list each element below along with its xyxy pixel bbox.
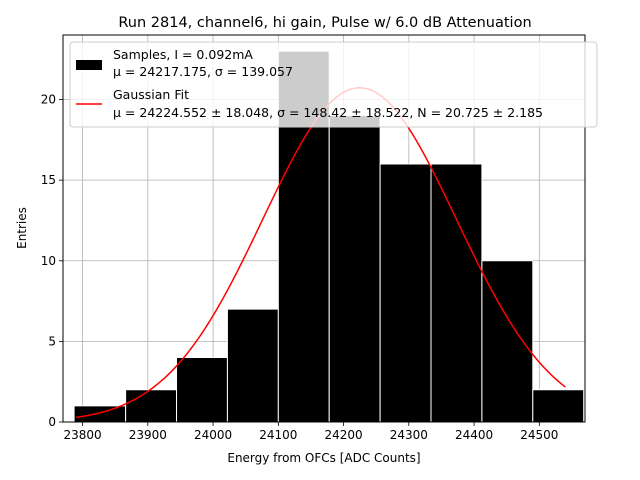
legend-label-samples: Samples, I = 0.092mA	[113, 47, 253, 62]
legend: Samples, I = 0.092mA μ = 24217.175, σ = …	[69, 41, 598, 128]
legend-swatch-samples	[76, 60, 102, 70]
histogram-bar	[125, 389, 178, 423]
histogram-bar	[176, 357, 228, 423]
histogram-bar	[379, 163, 432, 423]
histogram-bar	[430, 163, 483, 423]
y-tick-label: 5	[48, 334, 56, 348]
x-tick-label: 24200	[324, 428, 362, 442]
x-tick-label: 23800	[63, 428, 101, 442]
y-tick-label: 20	[41, 93, 56, 107]
legend-label-samples-stats: μ = 24217.175, σ = 139.057	[113, 64, 293, 79]
legend-label-fit: Gaussian Fit	[113, 87, 189, 102]
histogram-bar	[226, 308, 279, 423]
y-axis-label: Entries	[15, 207, 29, 249]
y-tick-label: 0	[48, 415, 56, 429]
y-tick-label: 10	[41, 254, 56, 268]
x-tick-label: 24400	[455, 428, 493, 442]
plot-frame	[62, 34, 586, 423]
legend-label-fit-stats: μ = 24224.552 ± 18.048, σ = 148.42 ± 18.…	[113, 105, 543, 120]
x-tick-label: 24000	[194, 428, 232, 442]
x-tick-label: 24300	[390, 428, 428, 442]
histogram-bar	[532, 389, 585, 423]
x-tick-label: 24100	[259, 428, 297, 442]
x-axis-label: Energy from OFCs [ADC Counts]	[227, 451, 420, 465]
y-tick-label: 15	[41, 173, 56, 187]
x-tick-label: 23900	[129, 428, 167, 442]
x-tick-label: 24500	[520, 428, 558, 442]
histogram-bar	[328, 115, 381, 423]
histogram-bar	[73, 405, 127, 423]
y-axis-ticks: 0 5 10 15 20	[41, 93, 63, 429]
x-axis-ticks: 23800 23900 24000 24100 24200 24300 24400 24500	[63, 422, 558, 442]
legend-box	[69, 41, 598, 128]
chart-title: Run 2814, channel6, hi gain, Pulse w/ 6.…	[118, 15, 531, 31]
